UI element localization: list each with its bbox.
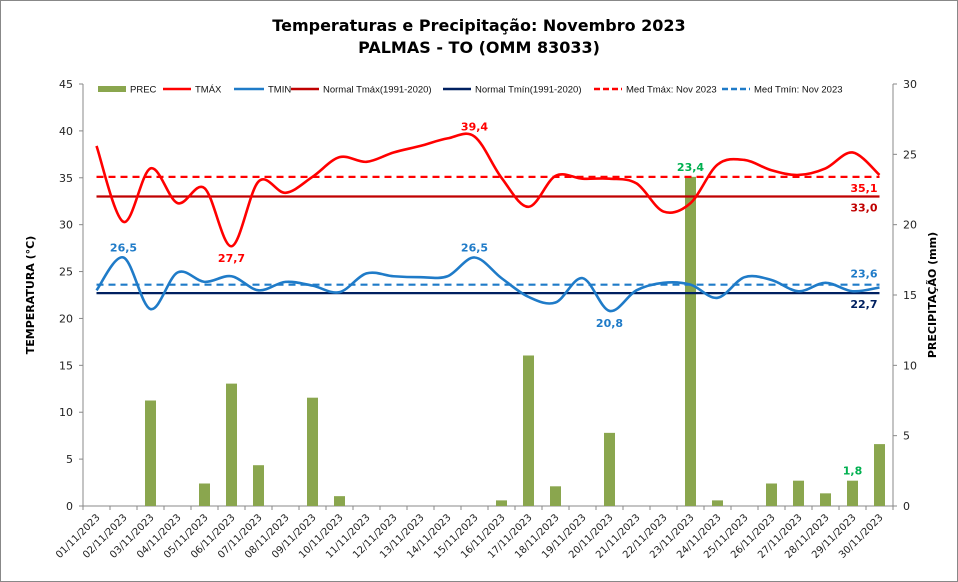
chart-title: Temperaturas e Precipitação: Novembro 20… [272, 16, 686, 35]
right-y-tick-label: 5 [903, 430, 910, 443]
prec-bar [604, 432, 615, 506]
left-y-tick-label: 10 [59, 406, 73, 419]
left-y-tick-label: 5 [66, 453, 73, 466]
prec-bar [766, 483, 777, 506]
data-label: 35,1 [850, 182, 877, 195]
tmax-line [95, 132, 881, 248]
prec-bar [145, 400, 156, 506]
chart-subtitle: PALMAS - TO (OMM 83033) [358, 38, 600, 57]
y-axis-label: TEMPERATURA (°C) [24, 236, 37, 355]
tmin-line [95, 256, 880, 313]
data-label: 23,4 [677, 161, 704, 174]
prec-bar [496, 500, 507, 506]
left-y-tick-label: 25 [59, 266, 73, 279]
left-y-tick-label: 45 [59, 78, 73, 91]
prec-bar [199, 483, 210, 506]
prec-bar [685, 176, 696, 506]
prec-bar [226, 383, 237, 506]
data-label: 33,0 [850, 202, 877, 215]
right-y-tick-label: 0 [903, 500, 910, 513]
y2-axis-label: PRECIPITAÇÃO (mm) [926, 232, 939, 358]
prec-bar [253, 465, 264, 506]
right-y-tick-label: 25 [903, 148, 917, 161]
legend-swatch [98, 86, 126, 92]
right-y-tick-label: 15 [903, 289, 917, 302]
data-label: 39,4 [461, 121, 488, 134]
legend-label: PREC [130, 85, 157, 96]
legend-label: TMÁX [195, 85, 222, 96]
data-label: 22,7 [850, 298, 877, 311]
left-y-tick-label: 20 [59, 312, 73, 325]
data-label: 23,6 [850, 268, 877, 281]
left-y-tick-label: 0 [66, 500, 73, 513]
left-y-tick-label: 40 [59, 125, 73, 138]
right-y-tick-label: 10 [903, 359, 917, 372]
legend-label: Normal Tmín(1991-2020) [475, 85, 581, 96]
data-label: 27,7 [218, 252, 245, 265]
legend-label: TMIN [268, 85, 291, 96]
prec-bar [550, 486, 561, 506]
legend-label: Med Tmín: Nov 2023 [754, 85, 843, 96]
prec-bar [307, 397, 318, 506]
legend-label: Normal Tmáx(1991-2020) [323, 85, 432, 96]
data-label: 20,8 [596, 317, 623, 330]
right-y-tick-label: 30 [903, 78, 917, 91]
legend-label: Med Tmáx: Nov 2023 [626, 85, 717, 96]
prec-bar [847, 480, 858, 506]
prec-bar [712, 500, 723, 506]
prec-bar [334, 496, 345, 506]
right-y-tick-label: 20 [903, 219, 917, 232]
left-y-tick-label: 15 [59, 359, 73, 372]
prec-bar [820, 493, 831, 506]
prec-bar [523, 355, 534, 506]
data-label: 26,5 [110, 241, 137, 254]
data-label: 1,8 [843, 465, 863, 478]
left-y-tick-label: 35 [59, 172, 73, 185]
prec-bar [793, 480, 804, 506]
prec-bar [874, 444, 885, 506]
left-y-tick-label: 30 [59, 219, 73, 232]
data-label: 26,5 [461, 241, 488, 254]
